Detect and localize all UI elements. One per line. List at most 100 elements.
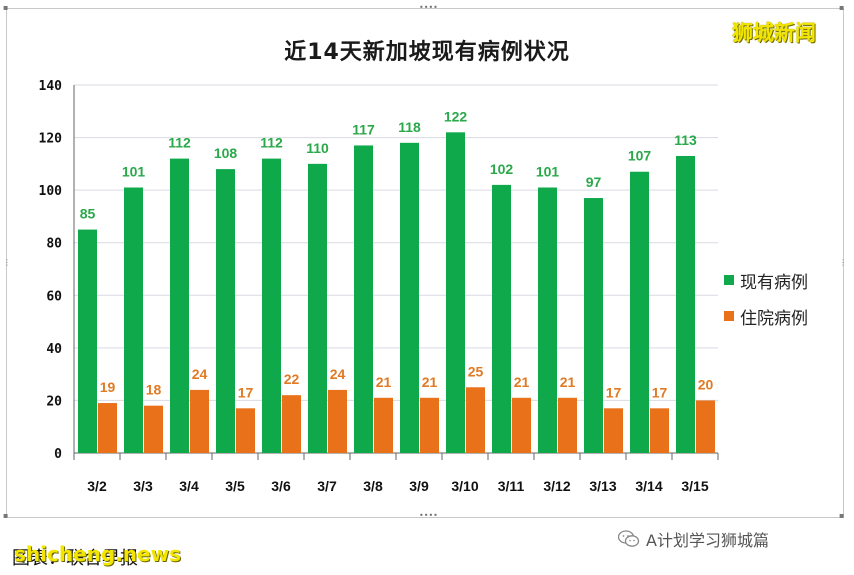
bar-hospitalized	[236, 408, 255, 453]
bar-current	[308, 163, 327, 453]
y-tick-label: 0	[54, 447, 62, 462]
legend-swatch-hospitalized	[724, 311, 734, 321]
chart-title: 近14天新加坡现有病例状况	[284, 40, 570, 65]
data-label-current: 122	[444, 108, 468, 124]
y-tick-label: 140	[39, 79, 63, 94]
data-label-hospitalized: 24	[330, 366, 346, 382]
data-label-current: 112	[168, 135, 191, 151]
wechat-icon	[617, 530, 640, 548]
bar-current	[446, 132, 465, 454]
x-tick-label: 3/6	[271, 478, 291, 494]
resize-handle-top[interactable]: ••••	[419, 3, 438, 12]
resize-handle-top-right[interactable]: ▪	[839, 3, 845, 12]
x-tick-label: 3/10	[451, 478, 478, 494]
data-label-current: 112	[260, 135, 283, 151]
bar-hospitalized	[558, 397, 577, 453]
data-label-hospitalized: 25	[468, 363, 484, 379]
data-label-hospitalized: 17	[652, 384, 668, 400]
data-label-hospitalized: 21	[514, 374, 530, 390]
x-tick-label: 3/14	[635, 478, 662, 494]
data-label-hospitalized: 18	[146, 382, 162, 398]
data-label-hospitalized: 24	[192, 366, 208, 382]
data-label-current: 101	[122, 164, 146, 180]
y-tick-label: 60	[46, 289, 62, 304]
x-tick-label: 3/12	[543, 478, 570, 494]
bar-current	[262, 158, 281, 453]
bar-hospitalized	[374, 397, 393, 453]
data-label-current: 85	[80, 206, 96, 222]
x-tick-label: 3/11	[498, 478, 525, 494]
bar-hospitalized	[190, 389, 209, 453]
resize-handle-right[interactable]: ⋮	[839, 258, 847, 267]
resize-handle-top-left[interactable]: ▪	[3, 3, 9, 12]
data-label-current: 113	[674, 132, 697, 148]
y-tick-label: 100	[39, 184, 63, 199]
bar-current	[630, 171, 649, 453]
data-label-hospitalized: 21	[422, 374, 438, 390]
data-label-current: 110	[306, 140, 329, 156]
resize-handle-bottom[interactable]: ••••	[419, 511, 438, 520]
data-label-current: 101	[536, 164, 560, 180]
data-label-hospitalized: 17	[238, 384, 254, 400]
bar-current	[216, 169, 235, 453]
bar-current	[676, 155, 695, 453]
bar-current	[124, 187, 143, 453]
footer-source: 图表：联合早报 shicheng.news	[12, 542, 181, 570]
data-label-current: 107	[628, 148, 652, 164]
footer-account: A计划学习狮城篇	[617, 527, 769, 551]
data-label-current: 108	[214, 145, 238, 161]
bar-hospitalized	[512, 397, 531, 453]
x-tick-label: 3/2	[87, 478, 107, 494]
data-label-hospitalized: 22	[284, 371, 300, 387]
brand-logo: 狮城新闻	[732, 21, 816, 45]
x-tick-label: 3/4	[179, 478, 199, 494]
bar-current	[354, 145, 373, 453]
resize-handle-left[interactable]: ⋮	[3, 258, 11, 267]
data-label-current: 102	[490, 161, 514, 177]
resize-handle-bottom-right[interactable]: ▪	[839, 511, 845, 520]
bar-hospitalized	[420, 397, 439, 453]
x-tick-label: 3/15	[681, 478, 708, 494]
data-label-current: 117	[352, 121, 375, 137]
data-label-hospitalized: 20	[698, 376, 714, 392]
legend-item-current: 现有病例	[724, 268, 808, 293]
bar-hospitalized	[604, 408, 623, 453]
bar-current	[492, 184, 511, 453]
bar-current	[170, 158, 189, 453]
bar-hospitalized	[328, 389, 347, 453]
data-label-hospitalized: 21	[376, 374, 392, 390]
x-tick-label: 3/8	[363, 478, 383, 494]
x-tick-label: 3/13	[589, 478, 616, 494]
bar-hospitalized	[98, 403, 117, 453]
y-tick-label: 20	[46, 394, 62, 409]
legend-item-hospitalized: 住院病例	[724, 304, 808, 329]
data-label-hospitalized: 21	[560, 374, 576, 390]
bar-hospitalized	[650, 408, 669, 453]
bar-hospitalized	[696, 400, 715, 453]
data-label-hospitalized: 17	[606, 384, 622, 400]
x-tick-label: 3/5	[225, 478, 245, 494]
x-tick-label: 3/7	[317, 478, 337, 494]
legend-label-hospitalized: 住院病例	[740, 308, 808, 329]
y-tick-label: 80	[46, 237, 62, 252]
bar-current	[400, 142, 419, 454]
legend-label-current: 现有病例	[740, 272, 808, 293]
footer-watermark: shicheng.news	[14, 542, 181, 566]
bar-hospitalized	[282, 395, 301, 453]
data-label-current: 97	[586, 174, 602, 190]
resize-handle-bottom-left[interactable]: ▪	[3, 511, 9, 520]
x-tick-label: 3/9	[409, 478, 429, 494]
bar-current	[538, 187, 557, 453]
y-tick-label: 120	[39, 132, 63, 147]
bar-hospitalized	[466, 387, 485, 453]
bar-current	[78, 229, 97, 453]
data-label-hospitalized: 19	[100, 379, 116, 395]
bar-hospitalized	[144, 405, 163, 453]
legend-swatch-current	[724, 275, 734, 285]
x-tick-label: 3/3	[133, 478, 153, 494]
footer-account-name: A计划学习狮城篇	[646, 531, 769, 550]
data-label-current: 118	[398, 119, 421, 135]
legend: 现有病例 住院病例	[724, 268, 808, 340]
footer-source-text: 图表：联合早报	[12, 548, 138, 569]
